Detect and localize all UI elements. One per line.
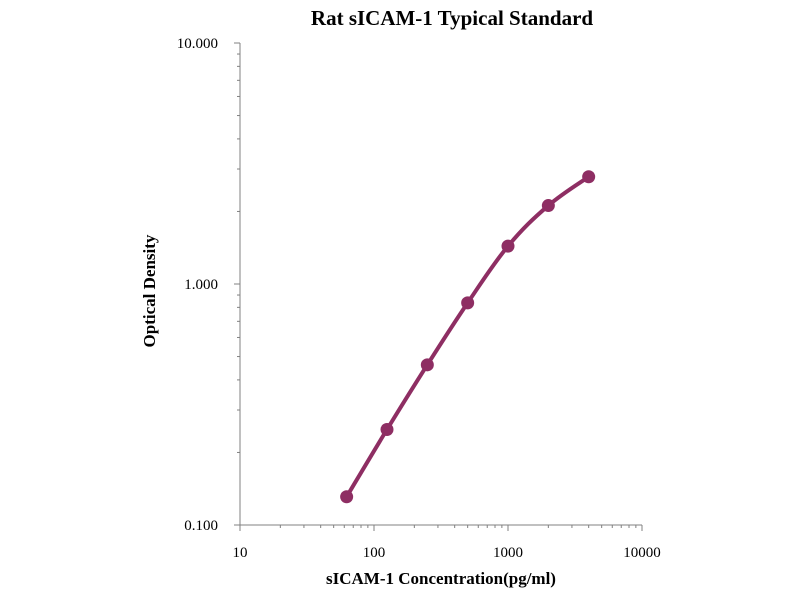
x-tick-label: 100 [363,545,386,561]
data-points [340,170,596,504]
data-point [461,296,475,310]
data-point [380,423,394,437]
chart-title: Rat sICAM-1 Typical Standard [311,6,593,30]
data-point [582,170,596,184]
y-tick-label: 0.100 [184,518,218,534]
x-axis-label: sICAM-1 Concentration(pg/ml) [326,569,556,588]
data-point [420,358,434,372]
data-point [340,490,354,504]
y-tick-label: 1.000 [184,277,218,293]
data-point [501,239,515,253]
x-tick-label: 1000 [493,545,523,561]
x-ticks: 10 100 1000 10000 [233,525,661,561]
x-tick-label: 10 [233,545,248,561]
y-ticks: 0.100 1.000 10.000 [177,36,240,534]
y-tick-label: 10.000 [177,36,218,52]
x-tick-label: 10000 [623,545,661,561]
y-axis-label: Optical Density [140,234,159,347]
data-point [541,199,555,213]
series-line [344,174,591,499]
